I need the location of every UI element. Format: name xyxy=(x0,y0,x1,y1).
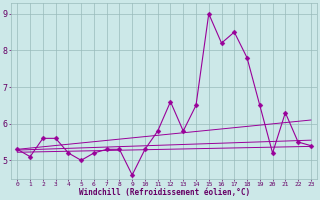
X-axis label: Windchill (Refroidissement éolien,°C): Windchill (Refroidissement éolien,°C) xyxy=(78,188,250,197)
